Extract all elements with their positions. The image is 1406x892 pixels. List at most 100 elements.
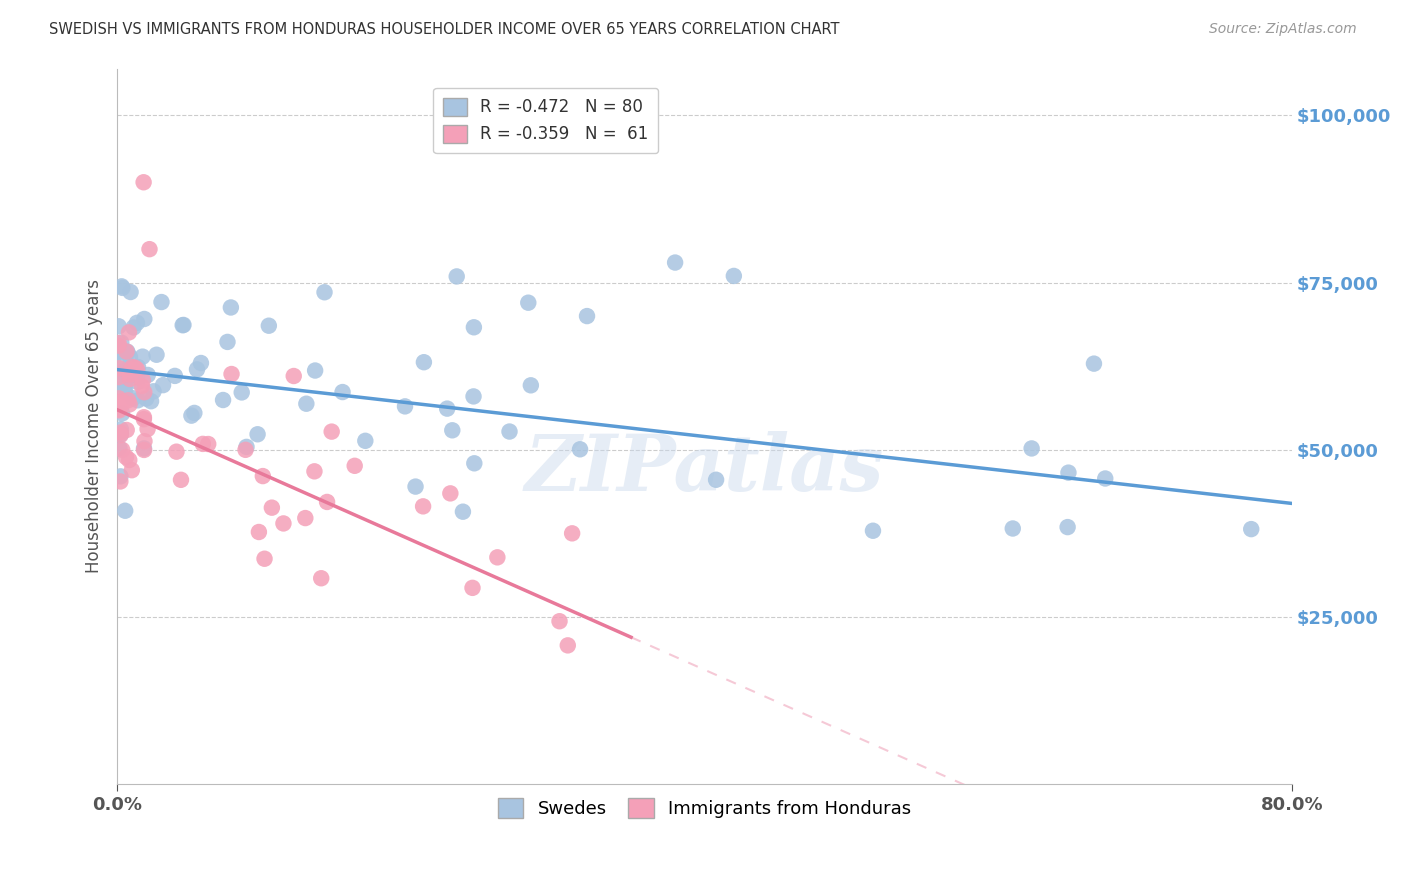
Point	[107, 392, 129, 406]
Point	[132, 442, 155, 457]
Point	[463, 389, 485, 403]
Point	[108, 361, 131, 376]
Point	[118, 453, 141, 467]
Point	[664, 255, 686, 269]
Text: Source: ZipAtlas.com: Source: ZipAtlas.com	[1209, 22, 1357, 37]
Point	[110, 425, 132, 440]
Point	[139, 394, 162, 409]
Point	[107, 370, 129, 384]
Point	[332, 385, 354, 400]
Point	[132, 175, 155, 189]
Point	[111, 397, 134, 411]
Point	[118, 397, 141, 411]
Point	[283, 369, 305, 384]
Point	[548, 614, 571, 628]
Point	[260, 500, 283, 515]
Point	[163, 368, 186, 383]
Point	[212, 392, 235, 407]
Point	[569, 442, 592, 457]
Point	[132, 442, 155, 456]
Point	[520, 378, 543, 392]
Point	[115, 344, 138, 359]
Point	[125, 316, 148, 330]
Point	[1240, 522, 1263, 536]
Point	[517, 295, 540, 310]
Point	[135, 392, 157, 406]
Point	[247, 524, 270, 539]
Point	[107, 336, 129, 351]
Point	[120, 285, 142, 299]
Point	[451, 505, 474, 519]
Point	[441, 423, 464, 437]
Point	[197, 437, 219, 451]
Legend: Swedes, Immigrants from Honduras: Swedes, Immigrants from Honduras	[491, 791, 918, 825]
Point	[152, 378, 174, 392]
Point	[1094, 471, 1116, 485]
Point	[463, 320, 485, 334]
Point	[108, 396, 131, 410]
Point	[134, 312, 156, 326]
Point	[412, 500, 434, 514]
Point	[115, 450, 138, 464]
Point	[1021, 442, 1043, 456]
Point	[118, 350, 141, 364]
Point	[304, 363, 326, 377]
Point	[127, 362, 149, 376]
Point	[172, 318, 194, 333]
Point	[111, 279, 134, 293]
Point	[107, 343, 129, 358]
Point	[118, 326, 141, 340]
Point	[132, 410, 155, 425]
Point	[114, 379, 136, 393]
Point	[110, 422, 132, 436]
Point	[1056, 520, 1078, 534]
Point	[170, 473, 193, 487]
Point	[314, 285, 336, 300]
Point	[110, 335, 132, 350]
Point	[120, 362, 142, 376]
Point	[134, 385, 156, 400]
Point	[1083, 357, 1105, 371]
Y-axis label: Householder Income Over 65 years: Householder Income Over 65 years	[86, 279, 103, 574]
Point	[127, 360, 149, 375]
Point	[110, 427, 132, 442]
Point	[557, 639, 579, 653]
Point	[354, 434, 377, 448]
Point	[110, 428, 132, 442]
Point	[150, 295, 173, 310]
Point	[107, 402, 129, 417]
Point	[121, 463, 143, 477]
Point	[561, 526, 583, 541]
Point	[122, 391, 145, 405]
Point	[134, 434, 156, 449]
Point	[111, 442, 134, 457]
Point	[110, 475, 132, 489]
Point	[114, 384, 136, 399]
Point	[221, 367, 243, 381]
Point	[127, 393, 149, 408]
Point	[117, 393, 139, 408]
Point	[252, 469, 274, 483]
Point	[127, 368, 149, 383]
Point	[235, 442, 257, 457]
Point	[190, 356, 212, 370]
Point	[132, 412, 155, 426]
Point	[191, 437, 214, 451]
Point	[110, 469, 132, 483]
Point	[405, 480, 427, 494]
Point	[1001, 521, 1024, 535]
Point	[131, 379, 153, 393]
Point	[124, 360, 146, 375]
Point	[180, 409, 202, 423]
Point	[138, 242, 160, 256]
Point	[309, 571, 332, 585]
Point	[172, 318, 194, 332]
Point	[295, 397, 318, 411]
Point	[231, 385, 253, 400]
Point	[235, 440, 257, 454]
Point	[294, 511, 316, 525]
Point	[136, 368, 159, 382]
Point	[253, 551, 276, 566]
Point	[186, 362, 208, 376]
Point	[183, 406, 205, 420]
